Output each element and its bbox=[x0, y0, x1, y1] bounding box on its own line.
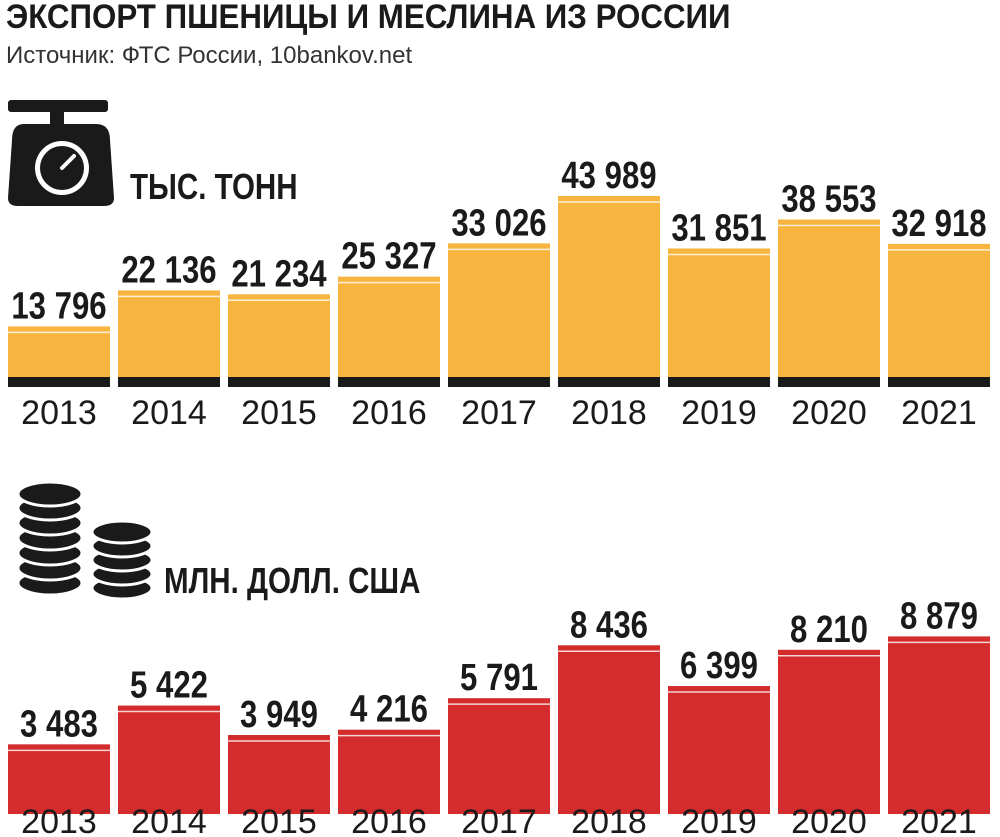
bar-tonnes-2019 bbox=[668, 248, 770, 386]
bar-usd-2013 bbox=[8, 744, 110, 814]
year-label-usd-2017: 2017 bbox=[461, 803, 537, 837]
bar-tonnes-2015 bbox=[228, 294, 330, 386]
year-label-usd-2016: 2016 bbox=[351, 803, 427, 837]
value-label-tonnes-2017: 33 026 bbox=[451, 203, 546, 245]
year-label-tonnes-2013: 2013 bbox=[21, 394, 97, 432]
year-label-usd-2020: 2020 bbox=[791, 803, 867, 837]
value-label-usd-2015: 3 949 bbox=[240, 694, 318, 736]
value-label-tonnes-2020: 38 553 bbox=[781, 179, 876, 221]
bar-base-2021 bbox=[888, 377, 990, 387]
value-label-usd-2017: 5 791 bbox=[460, 657, 538, 699]
bar-usd-2017 bbox=[448, 698, 550, 814]
value-label-tonnes-2019: 31 851 bbox=[671, 208, 766, 250]
bar-base-2019 bbox=[668, 377, 770, 387]
year-label-usd-2019: 2019 bbox=[681, 803, 757, 837]
value-label-tonnes-2016: 25 327 bbox=[341, 236, 436, 278]
bar-tonnes-2013 bbox=[8, 326, 110, 386]
value-label-usd-2014: 5 422 bbox=[130, 665, 208, 707]
year-label-tonnes-2016: 2016 bbox=[351, 394, 427, 432]
bar-tonnes-2018 bbox=[558, 196, 660, 386]
bar-base-2016 bbox=[338, 377, 440, 387]
year-label-usd-2018: 2018 bbox=[571, 803, 647, 837]
bar-tonnes-2017 bbox=[448, 243, 550, 386]
value-label-tonnes-2015: 21 234 bbox=[231, 254, 327, 296]
year-label-tonnes-2014: 2014 bbox=[131, 394, 207, 432]
bar-tonnes-2016 bbox=[338, 276, 440, 386]
value-label-tonnes-2018: 43 989 bbox=[561, 155, 656, 197]
unit-label-tonnes: ТЫС. ТОНН bbox=[130, 166, 298, 207]
chart-title: ЭКСПОРТ ПШЕНИЦЫ И МЕСЛИНА ИЗ РОССИИ bbox=[6, 0, 731, 36]
bar-usd-2014 bbox=[118, 705, 220, 814]
bar-usd-2021 bbox=[888, 636, 990, 814]
value-label-usd-2020: 8 210 bbox=[790, 609, 868, 651]
year-label-tonnes-2017: 2017 bbox=[461, 394, 537, 432]
value-label-usd-2016: 4 216 bbox=[350, 689, 428, 731]
value-label-usd-2019: 6 399 bbox=[680, 645, 758, 687]
value-label-usd-2013: 3 483 bbox=[20, 704, 98, 746]
bar-usd-2018 bbox=[558, 645, 660, 814]
year-label-tonnes-2019: 2019 bbox=[681, 394, 757, 432]
value-label-tonnes-2021: 32 918 bbox=[891, 203, 986, 245]
year-label-tonnes-2015: 2015 bbox=[241, 394, 317, 432]
year-label-tonnes-2018: 2018 bbox=[571, 394, 647, 432]
bar-usd-2015 bbox=[228, 735, 330, 814]
bar-tonnes-2021 bbox=[888, 243, 990, 386]
bar-base-2017 bbox=[448, 377, 550, 387]
value-label-usd-2018: 8 436 bbox=[570, 604, 648, 646]
bar-base-2013 bbox=[8, 377, 110, 387]
bar-tonnes-2014 bbox=[118, 290, 220, 386]
year-label-usd-2013: 2013 bbox=[21, 803, 97, 837]
value-label-tonnes-2013: 13 796 bbox=[11, 286, 106, 328]
bar-tonnes-2020 bbox=[778, 219, 880, 386]
bar-base-2015 bbox=[228, 377, 330, 387]
bar-usd-2016 bbox=[338, 729, 440, 814]
bar-base-2014 bbox=[118, 377, 220, 387]
year-label-usd-2021: 2021 bbox=[901, 803, 977, 837]
year-label-usd-2015: 2015 bbox=[241, 803, 317, 837]
bar-usd-2019 bbox=[668, 686, 770, 814]
unit-label-usd: МЛН. ДОЛЛ. США bbox=[164, 560, 421, 601]
chart-source: Источник: ФТС России, 10bankov.net bbox=[6, 42, 413, 69]
bar-usd-2020 bbox=[778, 649, 880, 814]
bar-base-2018 bbox=[558, 377, 660, 387]
value-label-usd-2021: 8 879 bbox=[900, 596, 978, 638]
bar-base-2020 bbox=[778, 377, 880, 387]
year-label-tonnes-2020: 2020 bbox=[791, 394, 867, 432]
value-label-tonnes-2014: 22 136 bbox=[121, 250, 216, 292]
year-label-tonnes-2021: 2021 bbox=[901, 394, 977, 432]
year-label-usd-2014: 2014 bbox=[131, 803, 207, 837]
